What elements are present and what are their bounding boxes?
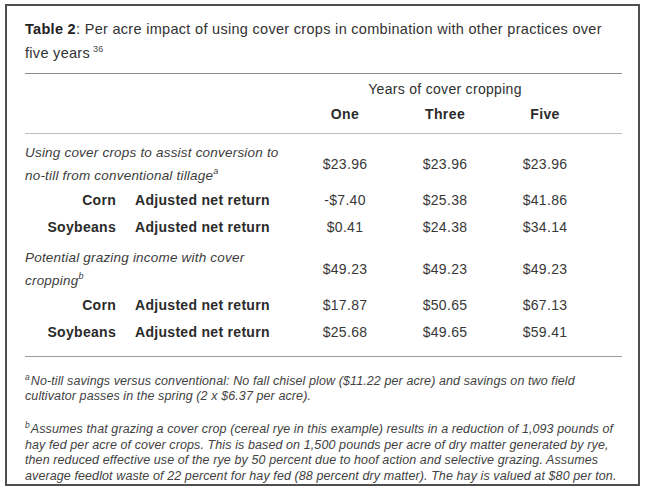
footnote-a: aNo-till savings versus conventional: No… — [25, 370, 622, 405]
figure-container: Table 2: Per acre impact of using cover … — [0, 0, 645, 490]
column-header-five: Five — [495, 105, 595, 123]
cell-value: $25.38 — [395, 192, 495, 208]
cell-value: $67.13 — [495, 297, 595, 313]
table-title-text: : Per acre impact of using cover crops i… — [25, 21, 602, 61]
table-row-corn-grazing: Corn Adjusted net return $17.87 $50.65 $… — [23, 292, 624, 319]
cell-value: $41.86 — [495, 192, 595, 208]
figure-border: Table 2: Per acre impact of using cover … — [5, 4, 640, 486]
divider-above-footnotes — [25, 356, 622, 357]
cell-value: $24.38 — [395, 219, 495, 235]
row-category-label: Potential grazing income with cover crop… — [23, 249, 285, 290]
cell-value: $49.23 — [495, 261, 595, 277]
cell-value: $50.65 — [395, 297, 495, 313]
row-category-label: Using cover crops to assist conversion t… — [23, 144, 285, 185]
column-header-one: One — [295, 105, 395, 123]
cell-value: $23.96 — [395, 156, 495, 172]
column-group-header: Years of cover cropping — [295, 80, 595, 98]
column-headers: One Three Five — [295, 105, 595, 123]
cell-value: $49.65 — [395, 324, 495, 340]
cell-value: $23.96 — [495, 156, 595, 172]
table-row-soybeans-grazing: Soybeans Adjusted net return $25.68 $49.… — [23, 319, 624, 346]
table-header: Years of cover cropping One Three Five — [23, 80, 624, 123]
metric-label: Adjusted net return — [135, 297, 295, 313]
footnote-marker-b: b — [78, 271, 83, 281]
cell-value: $59.41 — [495, 324, 595, 340]
cell-value: $17.87 — [295, 297, 395, 313]
footnotes-section: aNo-till savings versus conventional: No… — [23, 370, 624, 486]
metric-label: Adjusted net return — [135, 324, 295, 340]
table-row-notill-category: Using cover crops to assist conversion t… — [23, 141, 624, 187]
cell-value: -$7.40 — [295, 192, 395, 208]
table-row-grazing-category: Potential grazing income with cover crop… — [23, 246, 624, 292]
cell-value: $0.41 — [295, 219, 395, 235]
cell-value: $49.23 — [295, 261, 395, 277]
footnote-b: bAssumes that grazing a cover crop (cere… — [25, 418, 622, 486]
footnote-marker-a: a — [213, 166, 218, 176]
table-row-corn-notill: Corn Adjusted net return -$7.40 $25.38 $… — [23, 187, 624, 214]
table-body: Using cover crops to assist conversion t… — [23, 134, 624, 346]
table-title-citation: 36 — [93, 44, 104, 54]
table-row-soybeans-notill: Soybeans Adjusted net return $0.41 $24.3… — [23, 214, 624, 241]
crop-name: Soybeans — [23, 324, 116, 340]
crop-name: Soybeans — [23, 219, 116, 235]
column-header-three: Three — [395, 105, 495, 123]
crop-name: Corn — [23, 297, 116, 313]
metric-label: Adjusted net return — [135, 192, 295, 208]
cell-value: $23.96 — [295, 156, 395, 172]
cell-value: $25.68 — [295, 324, 395, 340]
table-title: Table 2: Per acre impact of using cover … — [23, 15, 623, 63]
cell-value: $34.14 — [495, 219, 595, 235]
cell-value: $49.23 — [395, 261, 495, 277]
metric-label: Adjusted net return — [135, 219, 295, 235]
table-title-number: Table 2 — [25, 21, 76, 37]
divider-under-title — [25, 73, 622, 74]
crop-name: Corn — [23, 192, 116, 208]
